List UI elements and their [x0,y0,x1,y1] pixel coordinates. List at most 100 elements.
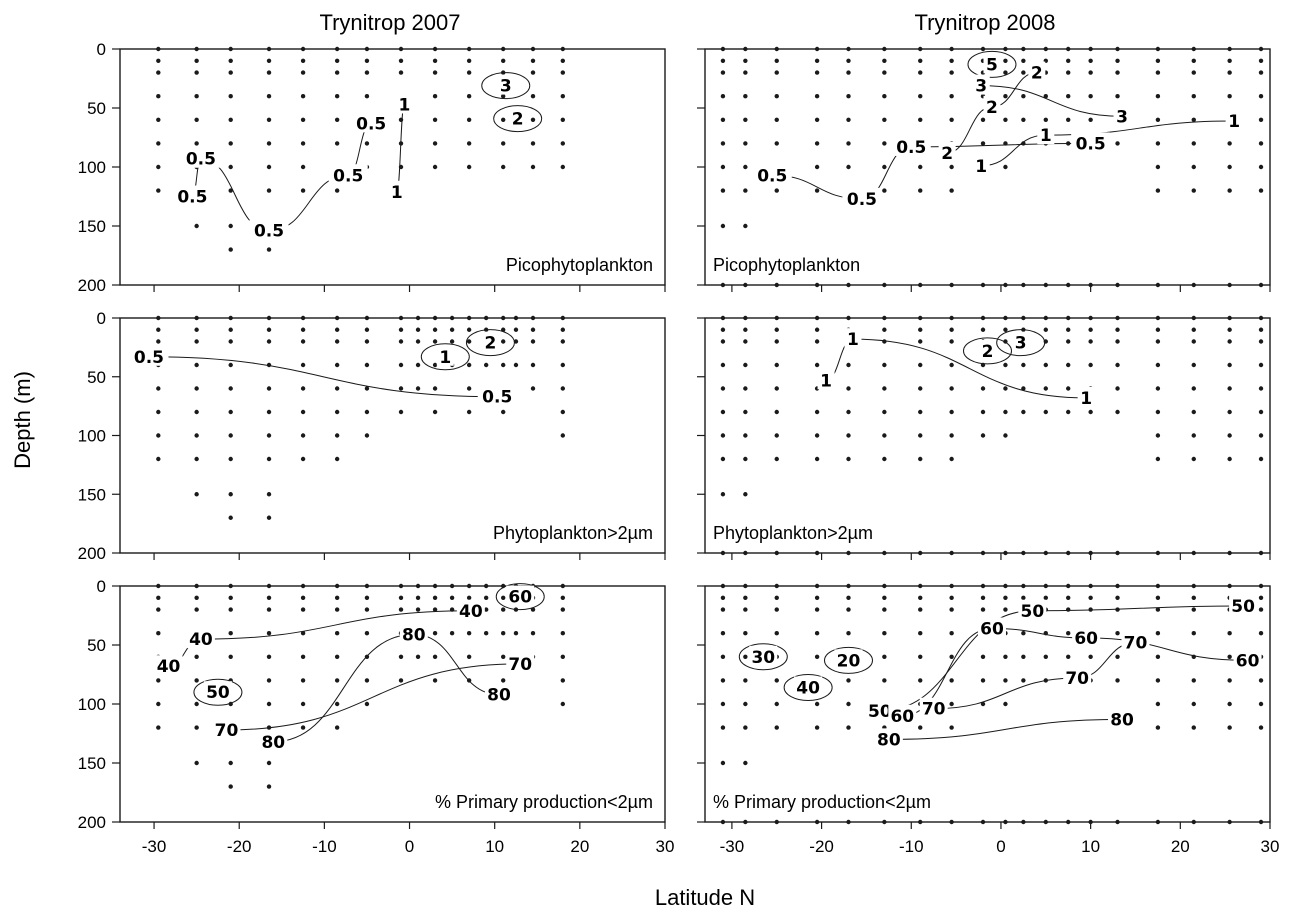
station-dot [949,409,954,415]
station-dot [364,595,370,600]
contour-label-halo [1225,109,1243,130]
station-dot [1021,550,1026,556]
station-dot [398,607,404,612]
station-dot [1003,94,1008,99]
station-dot [743,188,748,193]
contour-label: 1 [820,371,832,391]
station-dot [228,223,233,229]
station-dot [743,583,748,589]
station-dot [1003,315,1008,321]
station-dot [1258,164,1264,170]
station-dot [1043,94,1048,99]
x-tick-label: -20 [809,837,834,856]
station-dot [432,631,438,636]
station-dot [1227,631,1232,636]
station-dot [228,760,233,766]
station-dot [1155,362,1161,368]
station-dot [513,362,519,368]
station-dot [432,678,438,683]
station-dot [1227,456,1232,462]
station-dot [228,492,233,497]
station-dot [415,607,421,612]
station-dot [980,595,986,600]
station-dot [846,94,851,99]
station-dot [814,607,820,612]
station-dot [1227,141,1232,146]
station-dot [334,327,340,332]
station-dot [300,456,306,462]
station-dot [814,327,820,332]
station-dot [1021,631,1026,636]
station-dot [949,327,954,332]
station-dot [918,456,923,462]
station-dot [1227,327,1232,332]
panel-frame [119,585,666,823]
station-dot [743,760,748,766]
station-dot [918,339,923,344]
y-tick-label: 50 [87,368,106,387]
station-dot [1191,701,1196,707]
station-dot [774,725,779,730]
station-dot [743,607,748,612]
station-dot [1258,386,1264,391]
station-dot [1258,456,1264,462]
station-dot [1066,70,1071,75]
y-tick-label: 150 [78,217,106,236]
contour-label: 0.5 [847,190,877,210]
station-dot [1088,282,1093,288]
station-dot [1258,550,1264,556]
station-dot [334,362,340,368]
station-dot [918,188,923,193]
y-tick-label: 200 [78,813,106,832]
station-dot [1155,164,1161,170]
station-dot [1191,456,1196,462]
station-dot [1191,164,1196,170]
station-dot [1155,70,1161,75]
station-dot [814,141,820,146]
contour-label: 50 [1021,602,1045,622]
station-dot [300,339,306,344]
station-dot [949,94,954,99]
station-dot [1155,654,1161,659]
station-dot [449,583,455,589]
station-dot [300,701,306,707]
station-dot [1003,409,1008,415]
station-dot [1258,819,1264,825]
station-dot [530,339,536,344]
station-dot [228,141,233,146]
station-dot [743,654,748,659]
station-dot [364,315,370,321]
contour-label-halo [181,147,221,168]
station-dot [194,654,199,659]
station-dot [774,58,779,63]
station-dot [1043,362,1048,368]
station-dot [1003,550,1008,556]
station-dot [398,339,404,344]
station-dot [334,339,340,344]
contour-label: 70 [1065,669,1089,689]
station-dot [334,583,340,589]
station-dot [194,456,199,462]
station-dot [774,362,779,368]
station-dot [432,362,438,368]
station-dot [300,362,306,368]
station-dot [1155,315,1161,321]
station-dot [1066,58,1071,63]
station-dot [228,456,233,462]
contour-label: 70 [922,700,946,720]
station-dot [980,46,986,52]
station-dot [1227,433,1232,438]
station-dot [1191,725,1196,730]
station-dot [501,631,506,636]
x-tick-label: 20 [570,837,589,856]
station-dot [1155,550,1161,556]
station-dot [501,409,506,415]
station-dot [882,315,887,321]
station-dot [720,583,726,589]
station-dot [846,58,851,63]
station-dot [743,819,748,825]
station-dot [949,70,954,75]
station-dot [1066,409,1071,415]
contour-label-halo [399,623,428,644]
station-dot [1155,701,1161,707]
